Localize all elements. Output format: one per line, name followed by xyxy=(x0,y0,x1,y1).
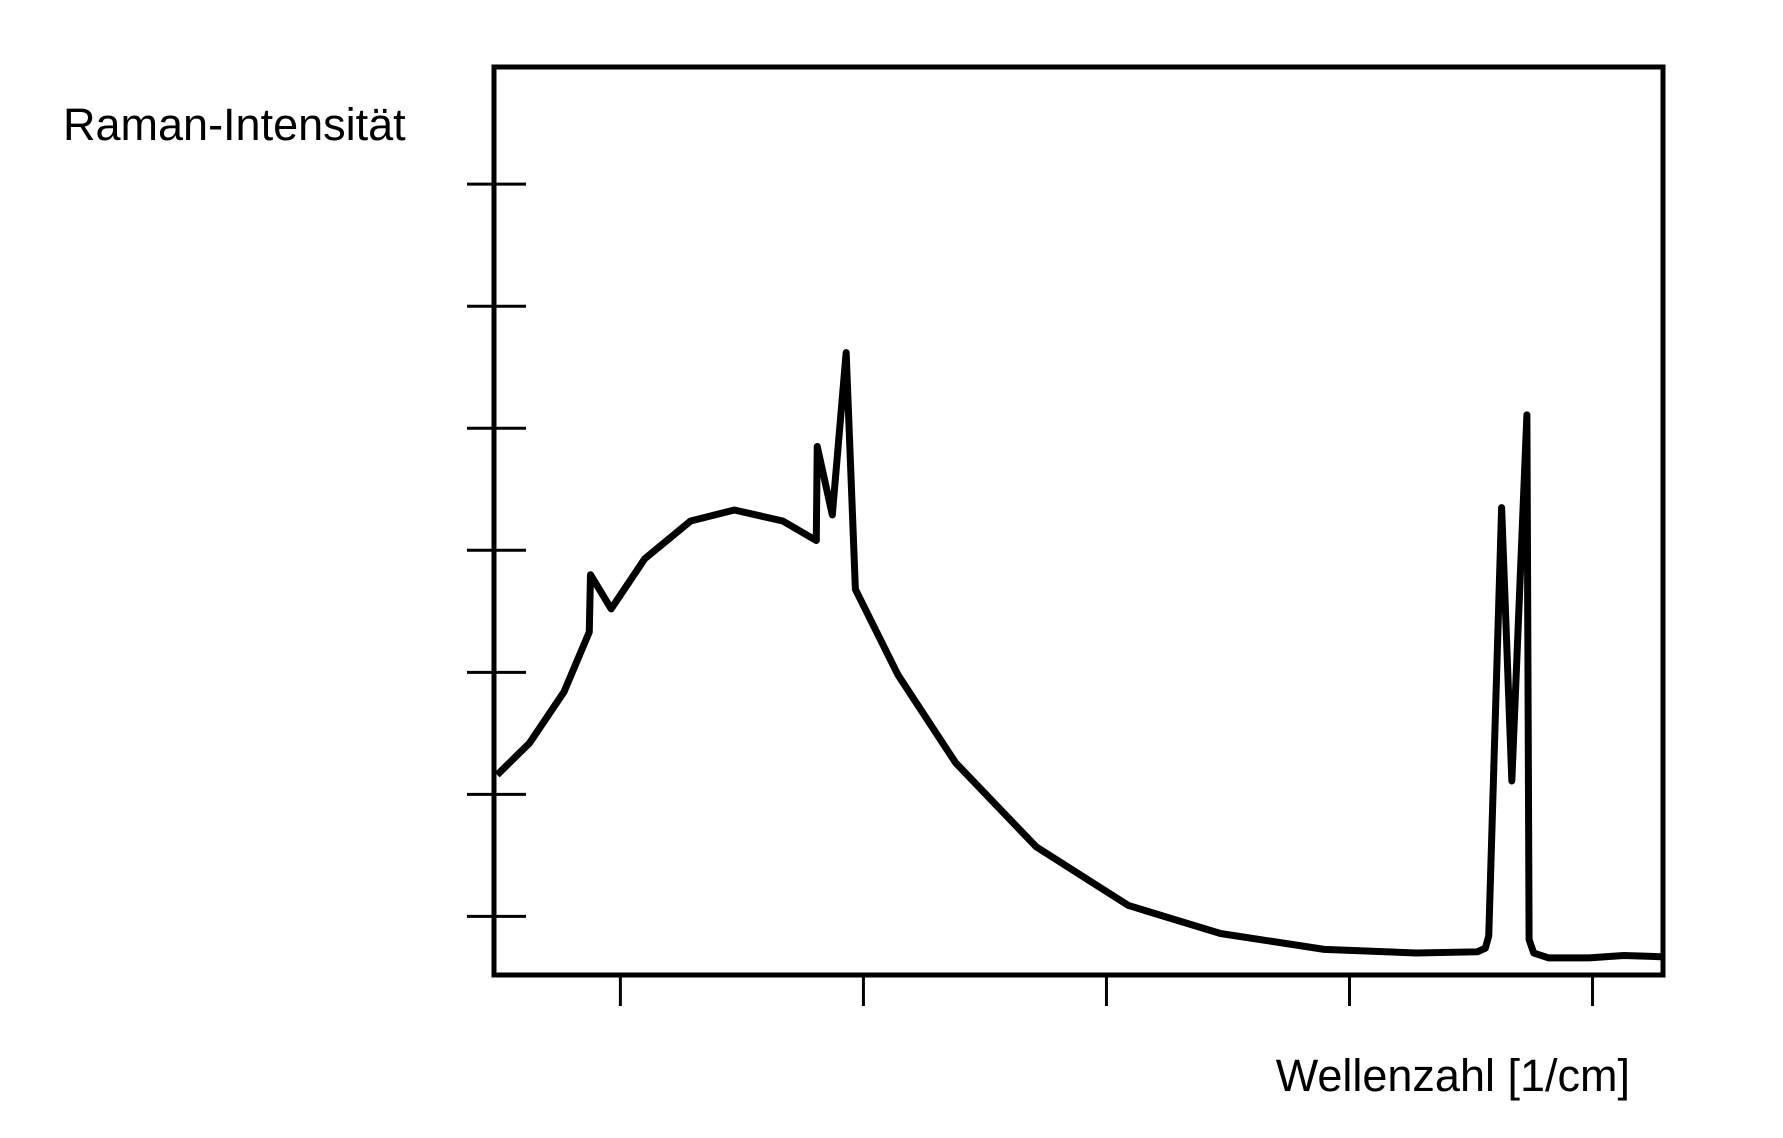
spectrum-line xyxy=(494,349,1661,962)
plot-frame xyxy=(491,64,1666,978)
y-axis-label: Raman-Intensität xyxy=(63,99,406,150)
x-axis-label: Wellenzahl [1/cm] xyxy=(1276,1050,1630,1101)
